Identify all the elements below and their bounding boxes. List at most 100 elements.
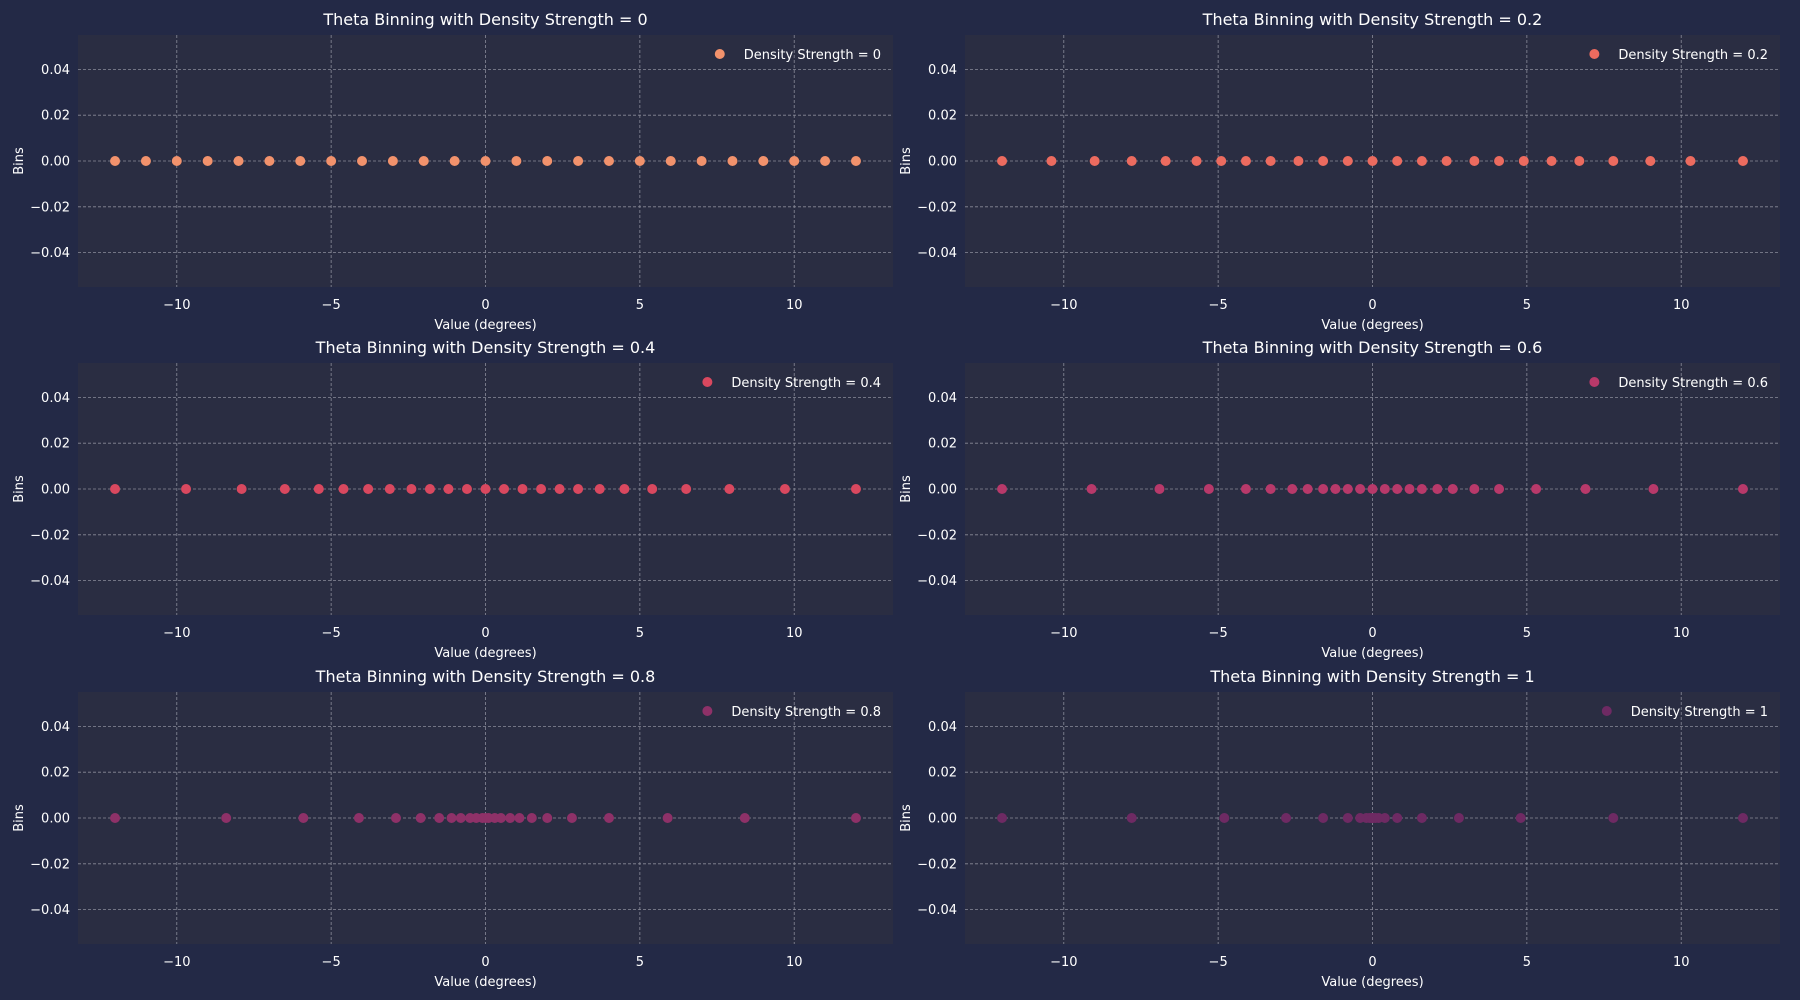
chart-4-ytick-label-4: 0.04 (41, 720, 70, 735)
chart-5-series-0-point-3 (1281, 813, 1292, 823)
chart-0-series-0-point-12 (480, 156, 491, 166)
chart-1-ytick-label-3: 0.02 (928, 109, 957, 124)
chart-4-series-0-point-23 (739, 813, 750, 823)
chart-1-legend-label-0: Density Strength = 0.2 (1618, 48, 1768, 63)
chart-5-legend-marker-0 (1601, 706, 1612, 716)
chart-4-xtick-label-4: 10 (786, 955, 803, 970)
chart-1-series-0-point-19 (1546, 156, 1557, 166)
chart-3-series-0-point-11 (1355, 484, 1366, 494)
chart-4-ytick-label-1: −0.02 (30, 857, 70, 872)
chart-1-ytick-label-1: −0.02 (917, 200, 957, 215)
chart-5-legend-label-0: Density Strength = 1 (1631, 705, 1768, 720)
chart-2-series-0-point-16 (554, 484, 565, 494)
chart-0-legend-marker-0 (714, 49, 725, 59)
chart-3: −10 −5 0 5 10 −0.04 −0.02 0.00 0.02 0.04 Theta Bin… (899, 338, 1780, 661)
chart-0-xtick-label-1: −5 (322, 298, 341, 313)
chart-0-series-0-point-24 (850, 156, 861, 166)
chart-4-series-0-point-18 (526, 813, 537, 823)
chart-2-series-0-point-19 (619, 484, 630, 494)
chart-5-xtick-label-2: 0 (1368, 955, 1376, 970)
chart-1-series-0-point-1 (1046, 156, 1057, 166)
chart-0-series-0-point-15 (573, 156, 584, 166)
chart-0-series-0-point-21 (758, 156, 769, 166)
chart-5-series-0-point-1 (1126, 813, 1137, 823)
chart-0-series-0-point-19 (696, 156, 707, 166)
chart-4-series-0-point-15 (495, 813, 506, 823)
chart-2-xlabel: Value (degrees) (434, 646, 536, 661)
chart-3-xtick-label-3: 5 (1523, 626, 1531, 641)
chart-3-xtick-label-4: 10 (1673, 626, 1690, 641)
chart-2-series-0-point-7 (384, 484, 395, 494)
chart-0: −10 −5 0 5 10 −0.04 −0.02 0.00 0.02 0.04 Theta Bin… (12, 10, 893, 333)
chart-3-series-0-point-0 (997, 484, 1008, 494)
chart-4-xlabel: Value (degrees) (434, 975, 536, 990)
chart-3-xlabel: Value (degrees) (1321, 646, 1423, 661)
chart-2-ylabel: Bins (12, 475, 27, 503)
chart-4-xtick-label-2: 0 (481, 955, 489, 970)
chart-3-series-0-point-3 (1203, 484, 1214, 494)
chart-0-series-0-point-10 (418, 156, 429, 166)
chart-1-ylabel: Bins (899, 147, 914, 175)
chart-1: −10 −5 0 5 10 −0.04 −0.02 0.00 0.02 0.04 Theta Bin… (899, 10, 1780, 333)
chart-1-series-0-point-10 (1318, 156, 1329, 166)
chart-1-xtick-label-1: −5 (1209, 298, 1228, 313)
chart-2-series-0-point-11 (461, 484, 472, 494)
chart-5-series-0-point-18 (1379, 813, 1390, 823)
chart-0-xtick-label-3: 5 (636, 298, 644, 313)
chart-0-xlabel: Value (degrees) (434, 318, 536, 333)
chart-1-series-0-point-14 (1416, 156, 1427, 166)
chart-3-series-0-point-17 (1432, 484, 1443, 494)
chart-1-series-0-point-13 (1392, 156, 1403, 166)
chart-2-series-0-point-18 (594, 484, 605, 494)
chart-1-xtick-label-4: 10 (1673, 298, 1690, 313)
chart-3-series-0-point-5 (1265, 484, 1276, 494)
chart-0-title: Theta Binning with Density Strength = 0 (322, 10, 647, 29)
chart-0-series-0-point-9 (387, 156, 398, 166)
chart-3-series-0-point-7 (1302, 484, 1313, 494)
chart-5-series-0-point-23 (1608, 813, 1619, 823)
chart-2-series-0-point-6 (363, 484, 374, 494)
chart-5-xtick-label-1: −5 (1209, 955, 1228, 970)
chart-1-series-0-point-15 (1441, 156, 1452, 166)
chart-3-xtick-label-2: 0 (1368, 626, 1376, 641)
chart-4-series-0-point-21 (603, 813, 614, 823)
chart-3-series-0-point-2 (1154, 484, 1165, 494)
chart-1-series-0-point-2 (1089, 156, 1100, 166)
chart-0-series-0-point-11 (449, 156, 460, 166)
chart-2-series-0-point-22 (724, 484, 735, 494)
chart-3-series-0-point-18 (1447, 484, 1458, 494)
chart-5-series-0-point-19 (1392, 813, 1403, 823)
chart-4-series-0-point-6 (434, 813, 445, 823)
chart-1-series-0-point-0 (997, 156, 1008, 166)
chart-3-xtick-label-0: −10 (1050, 626, 1077, 641)
chart-0-ytick-label-0: −0.04 (30, 246, 70, 261)
chart-0-series-0-point-6 (295, 156, 306, 166)
chart-5-xtick-label-0: −10 (1050, 955, 1077, 970)
chart-5-series-0-point-21 (1453, 813, 1464, 823)
chart-1-series-0-point-20 (1574, 156, 1585, 166)
chart-2-legend-label-0: Density Strength = 0.4 (731, 376, 881, 391)
chart-2-series-0-point-23 (779, 484, 790, 494)
chart-2-series-0-point-3 (279, 484, 290, 494)
chart-2-legend-marker-0 (702, 377, 713, 387)
chart-2-xtick-label-3: 5 (636, 626, 644, 641)
chart-1-xtick-label-3: 5 (1523, 298, 1531, 313)
chart-2-xtick-label-2: 0 (481, 626, 489, 641)
chart-2-ytick-label-2: 0.00 (41, 483, 70, 498)
chart-5-ytick-label-0: −0.04 (917, 903, 957, 918)
chart-1-series-0-point-8 (1265, 156, 1276, 166)
chart-0-xtick-label-0: −10 (163, 298, 190, 313)
chart-1-series-0-point-9 (1293, 156, 1304, 166)
chart-4-ytick-label-3: 0.02 (41, 766, 70, 781)
chart-4-series-0-point-4 (390, 813, 401, 823)
chart-1-ytick-label-4: 0.04 (928, 63, 957, 78)
chart-3-series-0-point-9 (1330, 484, 1341, 494)
chart-2-ytick-label-3: 0.02 (41, 437, 70, 452)
chart-1-series-0-point-5 (1191, 156, 1202, 166)
chart-3-series-0-point-13 (1379, 484, 1390, 494)
chart-1-series-0-point-4 (1160, 156, 1171, 166)
chart-3-series-0-point-4 (1240, 484, 1251, 494)
chart-5-series-0-point-24 (1737, 813, 1748, 823)
chart-3-series-0-point-22 (1580, 484, 1591, 494)
